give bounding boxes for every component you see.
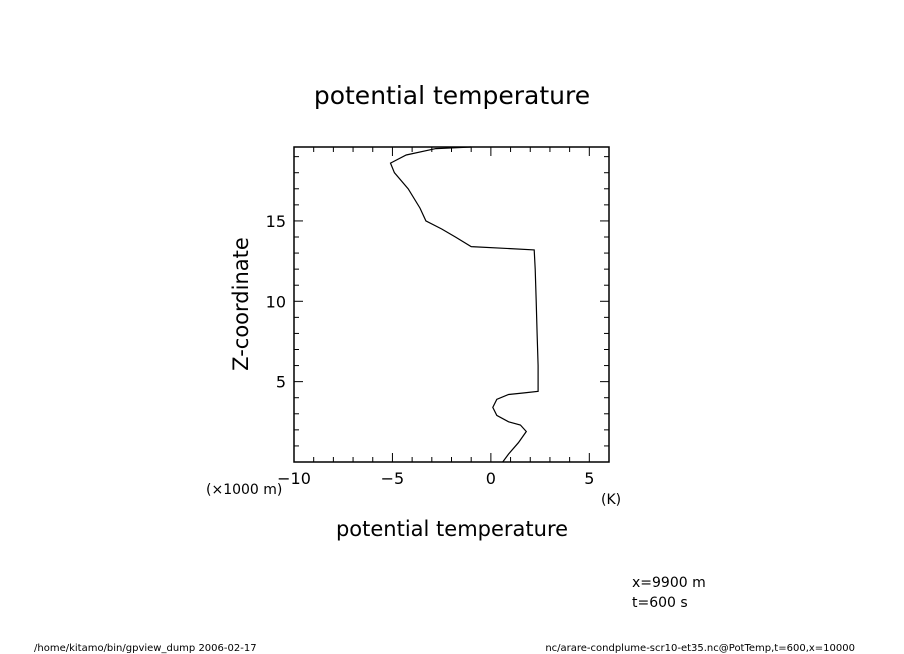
plot-frame (293, 146, 610, 463)
y-tick-labels: 5 10 15 (266, 212, 286, 392)
plot-axes (293, 146, 610, 463)
x-axis-label: potential temperature (336, 517, 568, 541)
y-tick-label: 10 (266, 292, 286, 311)
x-tick-label: 5 (584, 469, 594, 488)
potential-temperature-profile-line (389, 146, 539, 463)
footer-right-source: nc/arare-condplume-scr10-et35.nc@PotTemp… (545, 643, 855, 654)
footer-left-path: /home/kitamo/bin/gpview_dump 2006-02-17 (34, 643, 257, 654)
annotation-x-coordinate: x=9900 m (632, 575, 706, 591)
y-tick-label: 15 (266, 212, 286, 231)
x-tick-label: −10 (277, 469, 311, 488)
y-axis-label: Z-coordinate (229, 237, 253, 371)
x-tick-label: −5 (381, 469, 405, 488)
chart-title: potential temperature (314, 81, 590, 110)
annotation-time: t=600 s (632, 595, 688, 611)
x-tick-labels: −10 −5 0 5 (277, 469, 594, 488)
x-axis-unit-label: (K) (601, 492, 621, 508)
x-tick-label: 0 (486, 469, 496, 488)
axis-ticks (293, 147, 610, 462)
y-tick-label: 5 (276, 373, 286, 392)
y-axis-unit-label: (×1000 m) (206, 482, 282, 498)
